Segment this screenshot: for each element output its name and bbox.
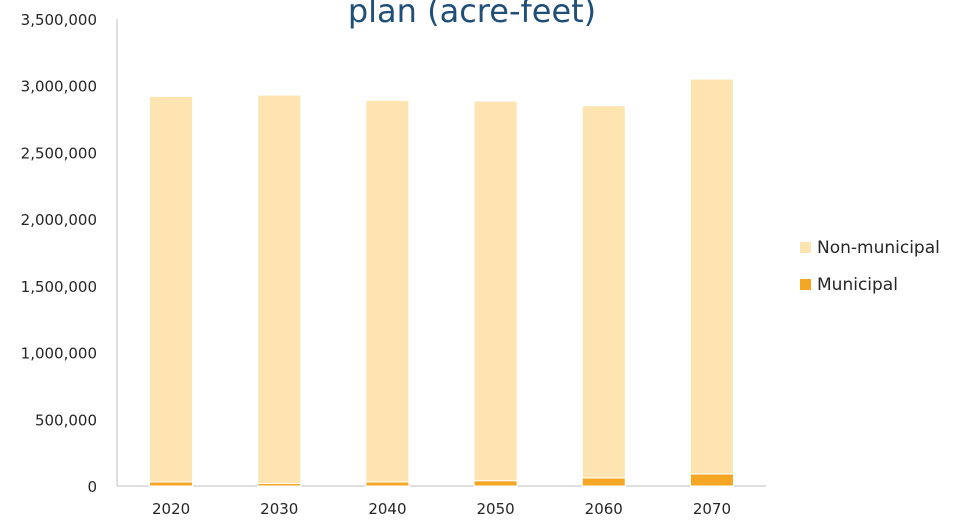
x-tick-label: 2040 (368, 500, 406, 518)
bar-municipal-2050 (473, 480, 518, 487)
y-axis-ticks: 0 500,000 1,000,000 1,500,000 2,000,000 2,500… (21, 11, 97, 496)
y-tick-label: 2,000,000 (21, 211, 97, 229)
bar-municipal-2040 (365, 481, 410, 487)
y-tick-label: 0 (87, 478, 97, 496)
bar-non-municipal-2050 (473, 100, 518, 482)
bar-non-municipal-2070 (689, 78, 734, 475)
y-tick-label: 1,500,000 (21, 278, 97, 296)
x-axis-labels: 2020 2030 2040 2050 2060 2070 (152, 500, 731, 518)
x-tick-label: 2020 (152, 500, 190, 518)
bar-non-municipal-2030 (257, 94, 302, 484)
bar-non-municipal-2060 (581, 105, 626, 479)
bar-municipal-2060 (581, 477, 626, 487)
legend-swatch-non-municipal (800, 242, 811, 253)
y-tick-label: 3,500,000 (21, 11, 97, 29)
bars (149, 78, 734, 487)
x-tick-label: 2050 (476, 500, 514, 518)
x-tick-label: 2070 (693, 500, 731, 518)
bar-municipal-2020 (149, 481, 194, 487)
legend: Non-municipal Municipal (800, 238, 940, 295)
y-tick-label: 3,000,000 (21, 78, 97, 96)
y-tick-label: 500,000 (35, 411, 97, 429)
legend-label-municipal: Municipal (817, 275, 898, 295)
y-tick-label: 1,000,000 (21, 345, 97, 363)
legend-label-non-municipal: Non-municipal (817, 238, 940, 258)
bar-non-municipal-2040 (365, 99, 410, 483)
y-tick-label: 2,500,000 (21, 144, 97, 162)
x-tick-label: 2030 (260, 500, 298, 518)
legend-swatch-municipal (800, 279, 811, 290)
x-tick-label: 2060 (585, 500, 623, 518)
chart-title: plan (acre-feet) (348, 0, 596, 30)
bar-non-municipal-2020 (149, 95, 194, 483)
bar-municipal-2070 (689, 473, 734, 487)
